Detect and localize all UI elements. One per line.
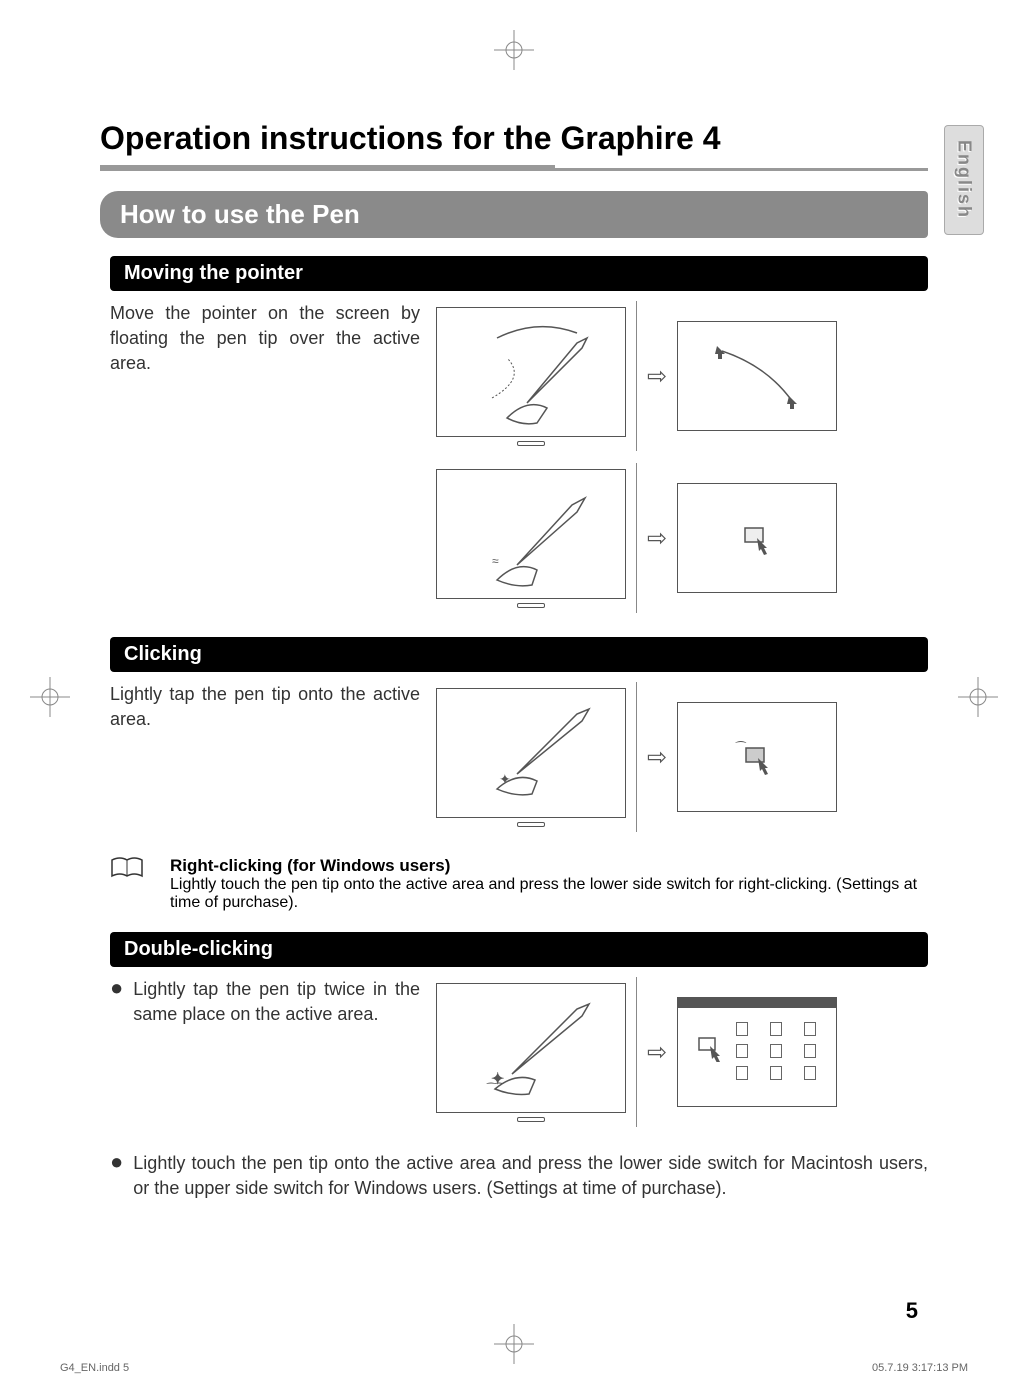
arrow-right-icon: ⇨ [647,743,667,772]
title-underline [100,165,928,171]
book-icon [110,856,150,887]
note-title: Right-clicking (for Windows users) [170,856,450,875]
moving-figures: ⇨ ≈ [436,301,928,613]
moving-body-text: Move the pointer on the screen by floati… [110,301,420,613]
sub-heading-double: Double-clicking [110,932,928,967]
double-figures: ✦ ⁀⁀ ⇨ [436,977,928,1127]
double-bullet1-text: Lightly tap the pen tip twice in the sam… [133,977,420,1127]
arrow-right-icon: ⇨ [647,1038,667,1067]
footer: G4_EN.indd 5 05.7.19 3:17:13 PM [60,1362,968,1374]
tablet-illustration: ✦ ⁀⁀ [436,983,626,1113]
section-heading: How to use the Pen [100,191,928,238]
sub-heading-clicking: Clicking [110,637,928,672]
svg-text:✦: ✦ [499,771,511,787]
tablet-illustration [436,307,626,437]
svg-text:⁀⁀: ⁀⁀ [486,1082,504,1095]
page-title: Operation instructions for the Graphire … [100,120,928,157]
tablet-illustration: ≈ [436,469,626,599]
bullet-icon: ● [110,1151,123,1201]
arrow-right-icon: ⇨ [647,362,667,391]
tablet-illustration: ✦ [436,688,626,818]
clicking-figures: ✦ ⇨ ⁀ [436,682,928,832]
window-illustration [677,997,837,1107]
screen-illustration [677,483,837,593]
double-bullet2-text: Lightly touch the pen tip onto the activ… [133,1151,928,1201]
right-click-note: Right-clicking (for Windows users) Light… [170,856,928,912]
footer-left: G4_EN.indd 5 [60,1362,129,1374]
arrow-right-icon: ⇨ [647,524,667,553]
crop-mark-bottom [494,1324,534,1364]
clicking-body-text: Lightly tap the pen tip onto the active … [110,682,420,832]
screen-illustration [677,321,837,431]
bullet-icon: ● [110,977,123,1127]
svg-text:≈: ≈ [492,554,499,568]
note-body: Lightly touch the pen tip onto the activ… [170,876,917,911]
page-number: 5 [906,1298,918,1324]
sub-heading-moving: Moving the pointer [110,256,928,291]
screen-illustration: ⁀ [677,702,837,812]
svg-text:⁀: ⁀ [735,741,747,755]
footer-right: 05.7.19 3:17:13 PM [872,1362,968,1374]
